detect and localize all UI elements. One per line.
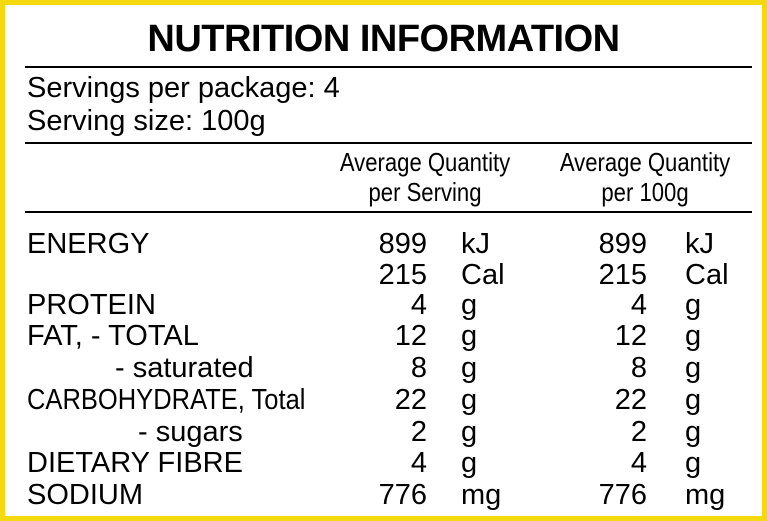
per-serving-unit: kJ [461,228,490,260]
per-serving-unit: g [461,416,478,448]
per-serving-unit: g [461,447,478,479]
per-serving-value: 215 [378,259,427,291]
nutrient-label: DIETARY FIBRE [27,447,243,479]
column-header-per-100g-line1: Average Quantity [559,147,731,177]
nutrient-row-sugars: - sugars 2 g 2 g [5,417,762,448]
per-100g-value: 8 [630,352,647,384]
per-100g-unit: g [685,416,702,448]
servings-per-package: Servings per package: 4 [27,72,340,104]
per-100g-unit: g [685,320,702,352]
per-serving-unit: Cal [461,259,505,291]
per-serving-unit: g [461,320,478,352]
nutrient-label: ENERGY [27,228,150,260]
per-100g-value: 776 [598,479,647,511]
per-100g-unit: mg [685,479,726,511]
per-serving-unit: g [461,289,478,321]
nutrient-row-carbohydrate: CARBOHYDRATE, Total 22 g 22 g [5,385,762,416]
per-100g-unit: kJ [685,228,714,260]
per-100g-unit: Cal [685,259,729,291]
nutrient-label: FAT, - TOTAL [27,320,199,352]
nutrient-row-fat-saturated: - saturated 8 g 8 g [5,353,762,384]
nutrient-row-fat-total: FAT, - TOTAL 12 g 12 g [5,321,762,352]
nutrient-row-sodium: SODIUM 776 mg 776 mg [5,480,762,511]
per-serving-value: 776 [378,479,427,511]
column-header-per-100g-line2: per 100g [601,177,689,207]
nutrient-row-energy-kj: ENERGY 899 kJ 899 kJ [5,229,762,260]
per-100g-unit: g [685,289,702,321]
per-serving-value: 4 [410,289,427,321]
per-100g-value: 4 [630,447,647,479]
column-header-per-serving-line2: per Serving [368,177,482,207]
per-serving-unit: g [461,352,478,384]
per-serving-value: 2 [410,416,427,448]
column-header-per-100g: Average Quantity per 100g [543,147,747,207]
divider-servings [25,142,752,144]
per-100g-value: 899 [598,228,647,260]
nutrient-label: - saturated [115,352,254,384]
per-serving-value: 22 [394,384,427,416]
per-100g-unit: g [685,352,702,384]
nutrient-row-energy-cal: 215 Cal 215 Cal [5,260,762,291]
nutrient-label: - sugars [138,416,243,448]
serving-size: Serving size: 100g [27,105,266,137]
per-100g-value: 215 [598,259,647,291]
per-serving-value: 12 [394,320,427,352]
nutrient-row-protein: PROTEIN 4 g 4 g [5,290,762,321]
per-serving-unit: mg [461,479,502,511]
per-100g-value: 2 [630,416,647,448]
divider-header [25,211,752,213]
per-100g-unit: g [685,447,702,479]
nutrient-row-dietary-fibre: DIETARY FIBRE 4 g 4 g [5,448,762,479]
column-header-per-serving-line1: Average Quantity [339,147,511,177]
per-serving-unit: g [461,384,478,416]
column-header-per-serving: Average Quantity per Serving [323,147,527,207]
per-serving-value: 4 [410,447,427,479]
per-100g-value: 22 [614,384,647,416]
divider-title [25,66,752,68]
nutrient-label: PROTEIN [27,289,156,321]
nutrient-label: CARBOHYDRATE, Total [27,384,306,416]
per-serving-value: 8 [410,352,427,384]
per-100g-value: 12 [614,320,647,352]
per-100g-unit: g [685,384,702,416]
per-100g-value: 4 [630,289,647,321]
nutrient-label: SODIUM [27,479,143,511]
per-serving-value: 899 [378,228,427,260]
panel-title: NUTRITION INFORMATION [147,18,620,60]
